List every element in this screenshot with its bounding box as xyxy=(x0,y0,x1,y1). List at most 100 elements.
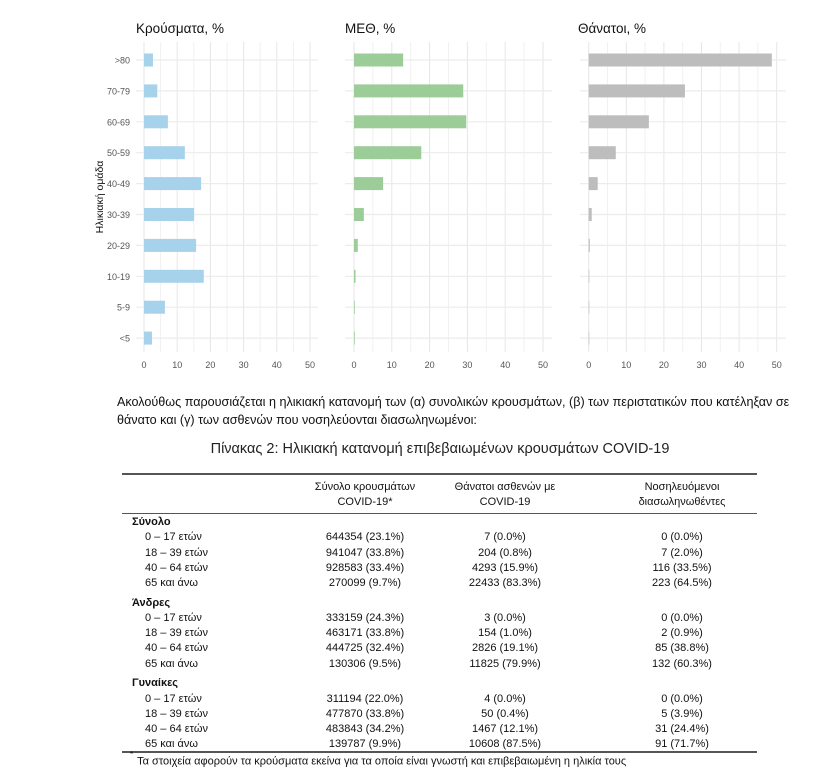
table-cell: 132 (60.3%) xyxy=(652,657,712,670)
table-cell: 1467 (12.1%) xyxy=(471,722,539,735)
y-tick-label: 20-29 xyxy=(107,241,130,251)
table-cell: 85 (38.8%) xyxy=(655,642,709,655)
table-cell: 644354 (23.1%) xyxy=(325,531,405,544)
bar-50-59 xyxy=(588,146,616,160)
bar-10-19 xyxy=(144,269,204,283)
bar-20-29 xyxy=(354,238,358,252)
table-cell: 477870 (33.8%) xyxy=(325,707,405,720)
table-cell: 50 (0.4%) xyxy=(481,707,529,720)
bar->80 xyxy=(588,53,772,67)
footnote-marker: * xyxy=(130,750,134,759)
row-label: 18 – 39 ετών xyxy=(145,627,208,640)
x-tick-label: 50 xyxy=(538,360,548,370)
table-cell: 311194 (22.0%) xyxy=(326,692,404,705)
age-distribution-charts: >80 70-79 60-69 50-59 40-49 30-39 20-29 10-19 5-… xyxy=(94,21,786,370)
table-cell: 2 (0.9%) xyxy=(661,627,703,640)
table-bottom-rule xyxy=(122,751,757,753)
table-cell: 31 (24.4%) xyxy=(655,722,709,735)
row-label: 40 – 64 ετών xyxy=(145,642,208,655)
y-tick-label: 40-49 xyxy=(107,179,130,189)
x-tick-label: 40 xyxy=(734,360,744,370)
bar-5-9 xyxy=(144,300,165,314)
table-header-rule xyxy=(122,513,757,514)
table-cell: 463171 (33.8%) xyxy=(325,627,405,640)
x-tick-label: 30 xyxy=(239,360,249,370)
chart-title: Θάνατοι, % xyxy=(578,21,646,36)
row-label: 18 – 39 ετών xyxy=(145,707,208,720)
x-tick-label: 0 xyxy=(141,360,146,370)
table-cell: 4293 (15.9%) xyxy=(471,561,539,574)
bar-<5 xyxy=(354,331,355,345)
y-tick-label: 10-19 xyxy=(107,272,130,282)
bar-60-69 xyxy=(588,115,649,129)
table-top-rule xyxy=(122,473,757,475)
table-cell: 0 (0.0%) xyxy=(661,611,703,624)
bar-40-49 xyxy=(354,177,384,191)
table-cell: 7 (2.0%) xyxy=(661,546,703,559)
y-tick-label: 70-79 xyxy=(107,86,130,96)
bar-30-39 xyxy=(144,208,195,221)
bar-70-79 xyxy=(354,84,464,98)
x-tick-label: 40 xyxy=(272,360,282,370)
bar-5-9 xyxy=(354,300,355,314)
bar-30-39 xyxy=(588,208,592,221)
table-cell: 11825 (79.9%) xyxy=(469,657,541,670)
bar-10-19 xyxy=(588,269,590,283)
footnote-text: Τα στοιχεία αφορούν τα κρούσματα εκείνα … xyxy=(137,755,627,768)
x-tick-label: 20 xyxy=(425,360,435,370)
bar-30-39 xyxy=(354,208,364,221)
x-tick-label: 10 xyxy=(172,360,182,370)
chart-panel-3: 0 10 20 30 40 50 Θάνατοι, % xyxy=(578,21,786,370)
x-tick-label: 10 xyxy=(387,360,397,370)
bar-<5 xyxy=(588,331,590,345)
table-cell: 483843 (34.2%) xyxy=(325,722,405,735)
table-cell: 270099 (9.7%) xyxy=(328,576,402,589)
y-tick-label: <5 xyxy=(120,334,130,344)
table-cell: 0 (0.0%) xyxy=(661,531,703,544)
bar-5-9 xyxy=(588,300,590,314)
section-label: Σύνολο xyxy=(132,516,171,528)
chart-panel-2: 0 10 20 30 40 50 ΜΕΘ, % xyxy=(345,21,552,370)
table-cell: 139787 (9.9%) xyxy=(328,738,402,751)
row-label: 0 – 17 ετών xyxy=(145,692,202,705)
row-label: 18 – 39 ετών xyxy=(145,546,208,559)
x-tick-label: 0 xyxy=(351,360,356,370)
bar->80 xyxy=(144,53,153,67)
bar-20-29 xyxy=(144,238,197,252)
table-cell: 3 (0.0%) xyxy=(484,611,526,624)
bar-<5 xyxy=(144,331,152,345)
row-label: 40 – 64 ετών xyxy=(145,722,208,735)
row-label: 40 – 64 ετών xyxy=(145,561,208,574)
bar-20-29 xyxy=(588,238,590,252)
table-cell: 5 (3.9%) xyxy=(661,707,703,720)
table-cell: 130306 (9.5%) xyxy=(328,657,402,670)
column-header: Σύνολο κρουσμάτων COVID-19* xyxy=(314,481,416,508)
column-header: Νοσηλευόμενοι διασωληνωθέντες xyxy=(638,481,726,508)
table-cell: 154 (1.0%) xyxy=(478,627,532,640)
y-axis-label: Ηλικιακή ομάδα xyxy=(94,161,106,234)
table-cell: 223 (64.5%) xyxy=(652,576,712,589)
table-footnote: *Τα στοιχεία αφορούν τα κρούσματα εκείνα… xyxy=(130,750,627,768)
bar-70-79 xyxy=(144,84,158,98)
row-label: 65 και άνω xyxy=(145,576,198,589)
row-label: 65 και άνω xyxy=(145,738,198,751)
intro-paragraph: Ακολούθως παρουσιάζεται η ηλικιακή καταν… xyxy=(117,395,790,427)
y-tick-label: >80 xyxy=(115,56,130,66)
bar-10-19 xyxy=(354,269,356,283)
bar-50-59 xyxy=(144,146,185,160)
row-label: 0 – 17 ετών xyxy=(145,611,202,624)
x-tick-label: 0 xyxy=(586,360,591,370)
bar-60-69 xyxy=(144,115,168,129)
table-cell: 116 (33.5%) xyxy=(652,561,712,574)
table-cell: 7 (0.0%) xyxy=(484,531,526,544)
chart-title: Κρούσματα, % xyxy=(136,21,224,36)
x-tick-label: 20 xyxy=(205,360,215,370)
x-tick-label: 20 xyxy=(659,360,669,370)
section-label: Γυναίκες xyxy=(132,677,179,690)
table-cell: 941047 (33.8%) xyxy=(325,546,405,559)
x-tick-label: 30 xyxy=(696,360,706,370)
y-tick-label: 60-69 xyxy=(107,117,130,127)
x-tick-label: 40 xyxy=(500,360,510,370)
x-tick-label: 30 xyxy=(462,360,472,370)
